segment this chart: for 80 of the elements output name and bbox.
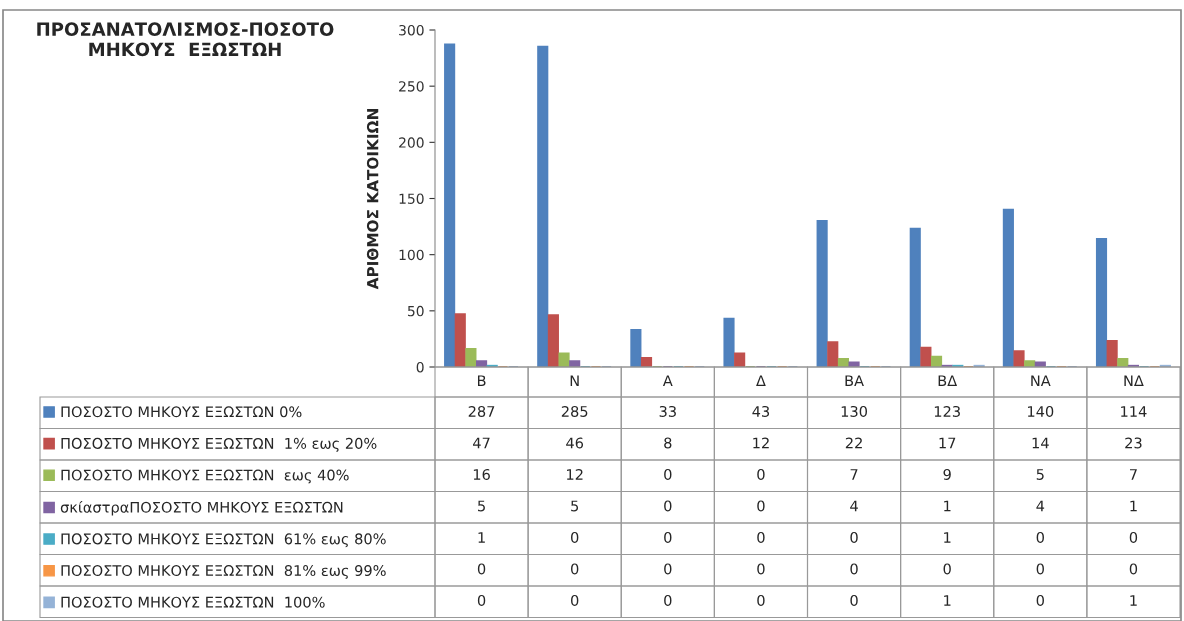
data-label: 12 <box>753 437 769 449</box>
text: ΠΡΟΣΑΝΑΤΟΛΙΣΜΟΣ-ΠΟΣΟΤΟ ΜΗΚΟΥΣ ΕΞΩΣΤΩΗ <box>37 22 334 57</box>
data-label: 0 <box>1129 563 1138 575</box>
data-label: 0 <box>850 531 858 543</box>
data-label: 0 <box>664 468 672 480</box>
data-label: 0 <box>571 531 579 543</box>
data-label: 17 <box>939 437 956 449</box>
legend-label: ΠΟΣΟΣΤΟ ΜΗΚΟΥΣ ΕΞΩΣΤΩΝ εως 40% <box>61 469 349 484</box>
data-label: 4 <box>1036 500 1045 512</box>
y-tick-label: 200 <box>399 137 424 148</box>
data-label: 0 <box>1129 531 1138 543</box>
y-tick-label: 150 <box>399 193 424 204</box>
x-tick-label: Δ <box>756 375 766 387</box>
data-label: 114 <box>1121 406 1147 417</box>
legend-label: ΠΟΣΟΣΤΟ ΜΗΚΟΥΣ ΕΞΩΣΤΩΝ 0% <box>61 406 302 418</box>
data-label: 0 <box>757 500 765 512</box>
data-label: 4 <box>850 500 858 512</box>
x-tick-label: B <box>477 375 486 387</box>
data-label: 0 <box>850 563 858 575</box>
data-label: 0 <box>664 500 672 512</box>
data-label: 43 <box>752 405 770 417</box>
data-label: 7 <box>850 469 858 480</box>
data-label: 0 <box>664 531 672 543</box>
data-label: 0 <box>571 563 579 575</box>
data-label: 46 <box>566 437 584 449</box>
data-label: 1 <box>1130 500 1137 512</box>
x-tick-label: N <box>570 375 579 387</box>
data-label: 1 <box>944 500 951 512</box>
data-label: 23 <box>1125 437 1142 449</box>
data-label: 14 <box>1032 437 1049 449</box>
data-label: 123 <box>934 405 960 417</box>
data-label: 9 <box>943 468 951 480</box>
data-label: 285 <box>561 405 588 417</box>
data-label: 1 <box>944 595 951 606</box>
data-label: 1 <box>1130 595 1137 606</box>
y-tick-label: 50 <box>407 305 424 317</box>
data-label: 5 <box>571 500 579 512</box>
y-tick-label: 100 <box>399 249 424 261</box>
data-label: 33 <box>659 405 676 417</box>
legend-label: σκίαστραΠΟΣΟΣΤΟ ΜΗΚΟΥΣ ΕΞΩΣΤΩΝ <box>60 500 343 516</box>
data-label: 0 <box>1036 563 1044 575</box>
y-tick-label: 300 <box>399 24 424 36</box>
legend-label: ΠΟΣΟΣΤΟ ΜΗΚΟΥΣ ΕΞΩΣΤΩΝ 1% εως 20% <box>61 437 377 452</box>
data-label: 140 <box>1028 405 1054 417</box>
legend-label: ΠΟΣΟΣΤΟ ΜΗΚΟΥΣ ΕΞΩΣΤΩΝ 61% εως 80% <box>61 533 386 548</box>
data-label: 0 <box>664 563 672 575</box>
y-axis-title: ΑΡΙΘΜΟΣ ΚΑΤΟΙΚΙΩΝ <box>366 109 379 290</box>
data-label: 0 <box>850 594 858 606</box>
data-label: 1 <box>944 532 951 543</box>
data-label: 16 <box>473 468 490 480</box>
data-label: 0 <box>571 594 579 606</box>
data-label: 0 <box>943 563 951 575</box>
legend-label: ΠΟΣΟΣΤΟ ΜΗΚΟΥΣ ΕΞΩΣΤΩΝ 100% <box>61 596 325 608</box>
data-label: 8 <box>664 437 672 449</box>
x-tick-label: BA <box>845 375 864 387</box>
x-tick-label: NA <box>1031 375 1051 387</box>
data-label: 287 <box>468 405 495 417</box>
y-tick-label: 250 <box>399 81 424 92</box>
x-tick-label: BΔ <box>938 375 958 387</box>
data-label: 47 <box>473 437 490 449</box>
data-label: 0 <box>757 563 765 575</box>
data-label: 0 <box>477 563 486 575</box>
data-label: 5 <box>478 500 485 512</box>
data-label: 5 <box>1036 469 1044 480</box>
data-label: 0 <box>1036 594 1044 606</box>
y-tick-label: 0 <box>416 361 424 373</box>
x-tick-label: NΔ <box>1124 375 1144 387</box>
x-tick-label: A <box>662 375 673 387</box>
data-label: 0 <box>757 531 765 543</box>
data-label: 0 <box>1036 531 1044 543</box>
data-label: 7 <box>1129 469 1137 480</box>
legend-label: ΠΟΣΟΣΤΟ ΜΗΚΟΥΣ ΕΞΩΣΤΩΝ 81% εως 99% <box>61 565 386 579</box>
data-label: 0 <box>757 468 765 480</box>
data-label: 12 <box>567 468 583 480</box>
data-label: 22 <box>845 437 862 449</box>
data-label: 1 <box>478 532 485 543</box>
data-label: 0 <box>757 594 765 606</box>
data-label: 130 <box>841 405 868 417</box>
data-label: 0 <box>664 594 672 606</box>
data-label: 0 <box>477 594 486 606</box>
